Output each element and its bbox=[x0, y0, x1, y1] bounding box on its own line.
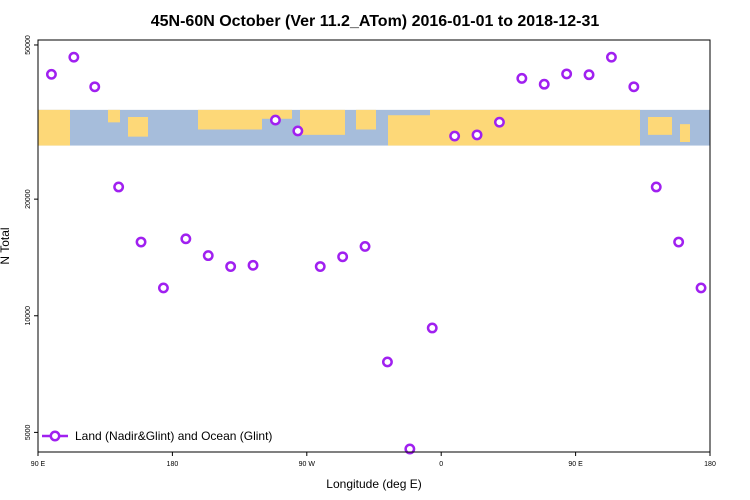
y-tick-label-2: 20000 bbox=[25, 189, 32, 209]
data-point-0-0 bbox=[45, 68, 57, 80]
map-land-6 bbox=[356, 109, 376, 130]
x-tick-label-1: 180 bbox=[167, 461, 179, 468]
y-tick-label-0: 5000 bbox=[25, 425, 32, 441]
y-tick-label-1: 10000 bbox=[25, 306, 32, 326]
data-point-0-10 bbox=[269, 114, 281, 126]
y-tick-label-3: 50000 bbox=[25, 35, 32, 55]
data-point-0-12 bbox=[314, 261, 326, 272]
data-point-0-14 bbox=[359, 240, 371, 252]
legend-label: Land (Nadir&Glint) and Ocean (Glint) bbox=[75, 429, 272, 443]
data-point-0-19 bbox=[471, 129, 483, 141]
data-point-0-29 bbox=[695, 282, 707, 294]
map-band bbox=[38, 109, 710, 146]
map-land-1 bbox=[108, 109, 120, 123]
data-point-0-21 bbox=[516, 72, 528, 84]
map-land-8 bbox=[430, 109, 500, 146]
map-land-9 bbox=[500, 109, 640, 146]
data-point-0-20 bbox=[493, 116, 505, 128]
data-point-0-9 bbox=[247, 259, 259, 271]
data-point-0-26 bbox=[628, 81, 640, 93]
data-point-0-1 bbox=[68, 51, 80, 63]
data-point-0-8 bbox=[225, 261, 237, 272]
data-point-0-25 bbox=[605, 51, 617, 63]
y-axis: 5000 10000 20000 50000 bbox=[25, 35, 38, 440]
data-point-0-2 bbox=[89, 81, 101, 93]
data-point-0-23 bbox=[561, 68, 573, 80]
x-tick-label-5: 180 bbox=[704, 461, 716, 468]
map-land-11 bbox=[680, 124, 690, 142]
map-land-0 bbox=[38, 109, 70, 146]
map-land-2 bbox=[128, 117, 148, 137]
chart-title: 45N-60N October (Ver 11.2_ATom) 2016-01-… bbox=[151, 13, 600, 30]
map-land-10 bbox=[648, 117, 672, 135]
data-point-0-13 bbox=[337, 251, 349, 263]
map-land-4 bbox=[262, 109, 292, 119]
map-land-5 bbox=[300, 109, 345, 135]
plot-frame bbox=[37, 39, 711, 453]
x-axis: 90 E 180 90 W 0 90 E 180 bbox=[31, 452, 716, 468]
data-point-0-6 bbox=[180, 233, 192, 245]
data-point-0-16 bbox=[404, 443, 416, 455]
data-point-0-15 bbox=[381, 356, 393, 368]
data-point-0-24 bbox=[583, 69, 595, 81]
data-point-0-17 bbox=[426, 322, 438, 334]
x-tick-label-2: 90 W bbox=[299, 461, 316, 468]
legend-marker bbox=[49, 430, 61, 442]
data-point-0-4 bbox=[135, 236, 147, 248]
y-axis-label: N Total bbox=[0, 227, 12, 264]
data-point-0-18 bbox=[449, 130, 461, 142]
data-point-0-11 bbox=[292, 125, 304, 137]
map-land-7 bbox=[388, 115, 430, 146]
x-axis-label: Longitude (deg E) bbox=[326, 477, 421, 491]
map-land-3 bbox=[198, 109, 262, 130]
legend: Land (Nadir&Glint) and Ocean (Glint) bbox=[42, 429, 272, 443]
data-point-0-5 bbox=[157, 282, 169, 294]
data-point-0-27 bbox=[650, 181, 662, 193]
x-tick-label-3: 0 bbox=[439, 461, 443, 468]
data-point-0-28 bbox=[673, 236, 685, 248]
x-tick-label-0: 90 E bbox=[31, 461, 46, 468]
data-point-0-7 bbox=[202, 250, 214, 262]
data-point-0-3 bbox=[113, 181, 125, 193]
data-points bbox=[45, 51, 707, 455]
data-point-0-22 bbox=[538, 78, 550, 90]
x-tick-label-4: 90 E bbox=[568, 461, 583, 468]
